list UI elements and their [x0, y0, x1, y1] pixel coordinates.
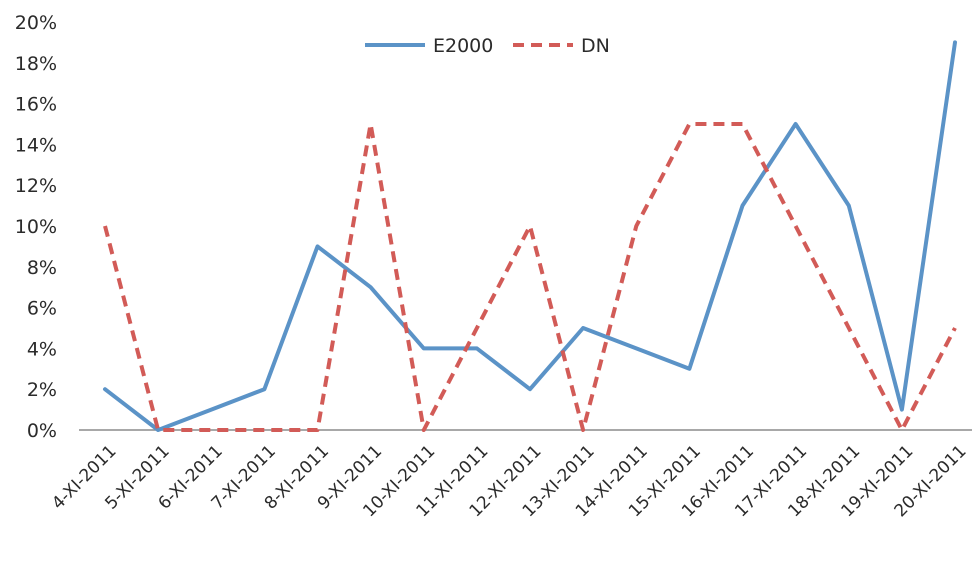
- y-tick-label: 2%: [27, 379, 57, 401]
- y-tick-label: 0%: [27, 420, 57, 442]
- legend-label-e2000: E2000: [433, 35, 493, 57]
- y-tick-label: 16%: [15, 94, 57, 116]
- x-axis-tick-labels: 4-XI-20115-XI-20116-XI-20117-XI-20118-XI…: [48, 441, 970, 521]
- y-tick-label: 20%: [15, 12, 57, 34]
- y-axis-tick-labels: 0% 2% 4% 6% 8% 10% 12% 14% 16% 18% 20%: [15, 12, 57, 442]
- legend-label-dn: DN: [581, 35, 610, 57]
- y-tick-label: 8%: [27, 257, 57, 279]
- y-tick-label: 4%: [27, 338, 57, 360]
- y-tick-label: 10%: [15, 216, 57, 238]
- y-tick-label: 12%: [15, 175, 57, 197]
- y-tick-label: 6%: [27, 298, 57, 320]
- series-line-e2000: [103, 40, 957, 432]
- y-tick-label: 18%: [15, 53, 57, 75]
- series-line-dn: [103, 122, 957, 432]
- legend: E2000 DN: [365, 35, 610, 57]
- y-tick-label: 14%: [15, 134, 57, 156]
- series-layer: [103, 40, 957, 432]
